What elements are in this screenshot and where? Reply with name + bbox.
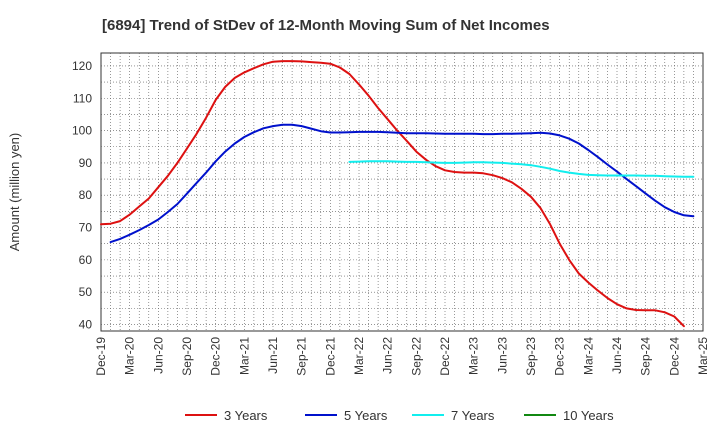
x-tick-label: Jun-24 <box>610 337 624 374</box>
y-tick-label: 50 <box>79 285 93 299</box>
x-tick-label: Dec-23 <box>553 337 567 376</box>
plot-frame <box>100 52 704 332</box>
x-tick-label: Jun-22 <box>381 337 395 374</box>
y-tick-label: 110 <box>73 91 92 105</box>
x-tick-label: Mar-22 <box>352 337 366 375</box>
x-tick-label: Sep-20 <box>180 337 194 376</box>
x-tick-label: Dec-21 <box>323 337 337 376</box>
series-lines <box>100 60 695 328</box>
y-tick-label: 100 <box>72 124 92 138</box>
x-tick-label: Mar-23 <box>467 337 481 375</box>
y-tick-label: 120 <box>72 59 92 73</box>
x-tick-label: Sep-22 <box>409 337 423 376</box>
y-axis-ticks: 40 50 60 70 80 90 100 110 120 <box>72 59 92 332</box>
legend-label-10-years: 10 Years <box>563 408 614 423</box>
x-tick-label: Jun-23 <box>495 337 509 374</box>
x-tick-label: Mar-21 <box>237 337 251 375</box>
x-tick-label: Sep-24 <box>639 337 653 376</box>
y-tick-label: 40 <box>79 318 93 332</box>
x-tick-label: Sep-21 <box>295 337 309 376</box>
x-tick-label: Dec-19 <box>94 337 108 376</box>
x-tick-label: Dec-22 <box>438 337 452 376</box>
x-axis-ticks: Dec-19 Mar-20 Jun-20 Sep-20 Dec-20 Mar-21 Jun-… <box>94 337 710 376</box>
y-axis-title: Amount (million yen) <box>7 133 22 252</box>
series-line-7-years <box>348 160 695 178</box>
plot-area <box>100 52 704 332</box>
x-tick-label: Mar-20 <box>123 337 137 375</box>
y-tick-label: 60 <box>79 253 93 267</box>
x-tick-label: Mar-24 <box>581 337 595 375</box>
legend-label-7-years: 7 Years <box>451 408 495 423</box>
series-line-3-years <box>100 60 685 328</box>
legend-label-5-years: 5 Years <box>344 408 388 423</box>
y-tick-label: 80 <box>79 188 93 202</box>
x-tick-label: Sep-23 <box>524 337 538 376</box>
chart-title: [6894] Trend of StDev of 12-Month Moving… <box>102 17 550 34</box>
series-line-5-years <box>109 123 695 244</box>
x-tick-label: Jun-21 <box>266 337 280 374</box>
y-tick-label: 70 <box>79 221 93 235</box>
x-tick-label: Dec-24 <box>667 337 681 376</box>
legend: 3 Years 5 Years 7 Years 10 Years <box>185 408 614 423</box>
x-tick-label: Dec-20 <box>209 337 223 376</box>
grid-lines <box>101 53 703 331</box>
legend-label-3-years: 3 Years <box>224 408 268 423</box>
x-tick-label: Mar-25 <box>696 337 710 375</box>
x-tick-label: Jun-20 <box>151 337 165 374</box>
y-tick-label: 90 <box>79 156 93 170</box>
